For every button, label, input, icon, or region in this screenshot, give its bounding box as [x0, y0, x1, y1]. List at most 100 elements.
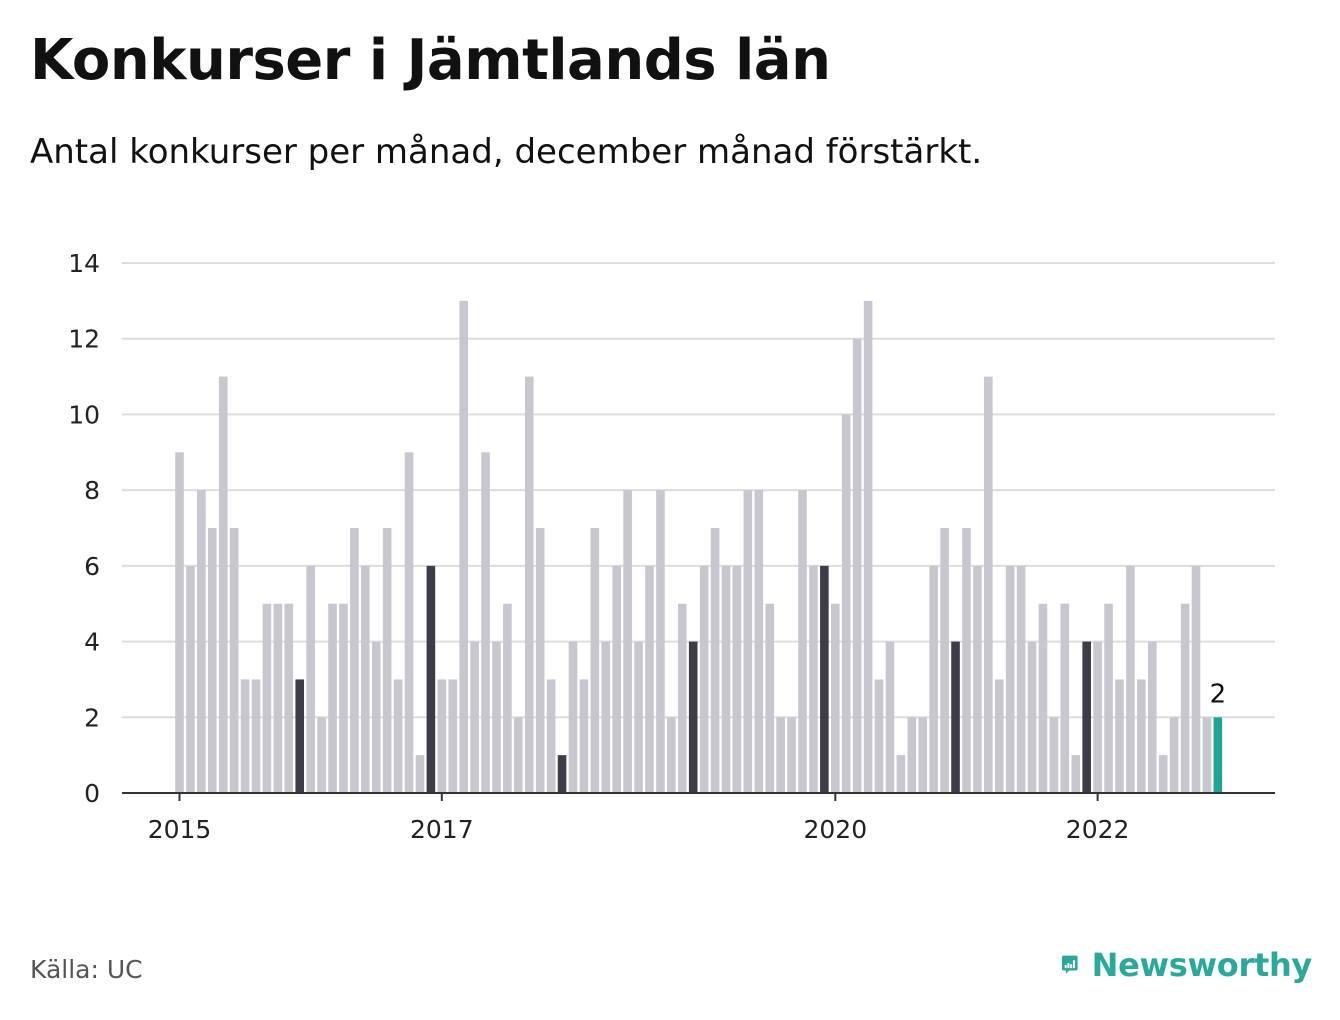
- brand-name: Newsworthy: [1091, 946, 1313, 984]
- bar: [1213, 717, 1223, 793]
- bar: [284, 603, 294, 793]
- bar: [1093, 641, 1102, 793]
- y-tick-label: 14: [68, 249, 100, 278]
- bar: [1158, 755, 1168, 793]
- y-tick-label: 12: [68, 325, 100, 354]
- source-note: Källa: UC: [30, 955, 143, 984]
- bar: [218, 376, 228, 793]
- bar: [1071, 755, 1081, 793]
- bar: [940, 528, 949, 793]
- bar: [306, 565, 315, 793]
- bar: [1169, 717, 1179, 793]
- y-tick-label: 2: [84, 703, 100, 732]
- bar: [765, 603, 775, 793]
- bar: [524, 376, 534, 793]
- bar: [568, 641, 578, 793]
- bar: [448, 679, 458, 793]
- y-tick-label: 8: [84, 476, 100, 505]
- bar: [262, 603, 272, 793]
- bar: [317, 717, 326, 793]
- bar: [667, 717, 676, 793]
- bar: [251, 679, 261, 793]
- bar: [197, 490, 206, 793]
- bar: [470, 641, 479, 793]
- bar: [361, 565, 370, 793]
- newsworthy-logo-icon: [1062, 955, 1078, 974]
- bar: [743, 490, 753, 793]
- bar: [492, 641, 501, 793]
- bar: [415, 755, 425, 793]
- bar: [328, 603, 337, 793]
- bar: [1005, 565, 1015, 793]
- bar: [1104, 603, 1113, 793]
- bar: [426, 565, 436, 793]
- chart-title: Konkurser i Jämtlands län: [30, 28, 831, 93]
- bar: [1137, 679, 1146, 793]
- bar: [852, 338, 862, 793]
- bar: [787, 717, 796, 793]
- bar: [1191, 565, 1201, 793]
- y-tick-label: 6: [84, 552, 100, 581]
- bar: [229, 528, 239, 793]
- x-tick-label: 2017: [410, 815, 474, 844]
- bar: [677, 603, 687, 793]
- bar: [984, 376, 993, 793]
- bar: [973, 565, 982, 793]
- y-axis-ticks: 0 2 4 6 8 10 12 14: [68, 249, 100, 808]
- bar: [1016, 565, 1026, 793]
- x-tick-label: 2020: [803, 815, 867, 844]
- bar: [721, 565, 731, 793]
- bar: [656, 490, 665, 793]
- bar: [874, 679, 884, 793]
- bar: [546, 679, 556, 793]
- bar: [1049, 717, 1059, 793]
- latest-value-label: 2: [1210, 679, 1227, 709]
- bar: [339, 603, 348, 793]
- y-tick-label: 4: [84, 628, 100, 657]
- bar: [437, 679, 447, 793]
- gridlines: [122, 262, 1275, 719]
- bar: [699, 565, 709, 793]
- bar: [382, 528, 392, 793]
- bar: [404, 452, 414, 793]
- bar: [907, 717, 917, 793]
- newsworthy-logo: Newsworthy: [1062, 940, 1312, 990]
- y-tick-label: 10: [68, 400, 100, 429]
- bar: [896, 755, 906, 793]
- bars: [175, 300, 1223, 793]
- bar: [1027, 641, 1037, 793]
- bar: [393, 679, 403, 793]
- bar: [951, 641, 960, 793]
- bar: [1038, 603, 1048, 793]
- bar: [929, 565, 938, 793]
- bar: [962, 528, 971, 793]
- bar: [481, 452, 490, 793]
- bar: [1115, 679, 1124, 793]
- bar: [918, 717, 928, 793]
- bar: [535, 528, 545, 793]
- bar: [273, 603, 283, 793]
- bar: [776, 717, 785, 793]
- bar: [820, 565, 829, 793]
- bar: [459, 300, 468, 793]
- bar: [1180, 603, 1190, 793]
- bar: [295, 679, 305, 793]
- bar: [175, 452, 184, 793]
- bar: [1126, 565, 1135, 793]
- bar: [579, 679, 589, 793]
- x-axis-ticks: 2015 2017 2020 2022: [148, 793, 1129, 844]
- bar: [557, 755, 567, 793]
- bar: [1202, 717, 1212, 793]
- bar: [688, 641, 698, 793]
- bar: [841, 414, 851, 793]
- bar: [350, 528, 359, 793]
- bar: [994, 679, 1004, 793]
- bar: [645, 565, 654, 793]
- bar: [863, 300, 873, 793]
- bar: [710, 528, 720, 793]
- bar: [634, 641, 643, 793]
- bar: [1147, 641, 1157, 793]
- bar: [798, 490, 807, 793]
- bar: [885, 641, 895, 793]
- chart-subtitle: Antal konkurser per månad, december måna…: [30, 132, 983, 172]
